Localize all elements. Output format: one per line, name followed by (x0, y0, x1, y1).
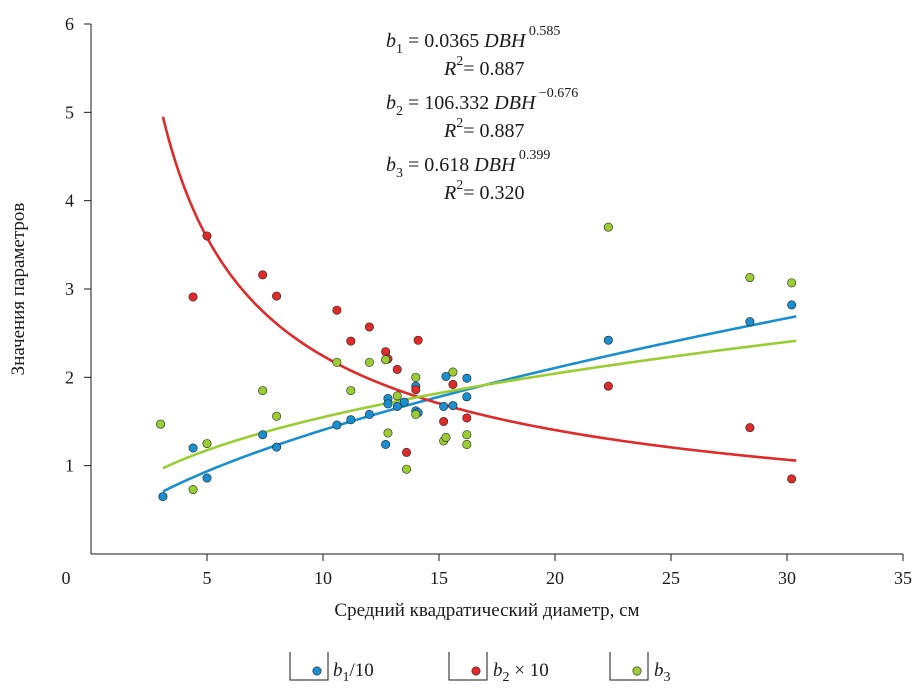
point-series-2 (402, 447, 412, 457)
point-series-2 (188, 292, 198, 302)
point-series-3 (745, 273, 755, 283)
axes: 0 5 10 15 20 25 30 35 1 2 3 4 5 6 (62, 14, 913, 588)
point-series-1 (787, 300, 797, 310)
x-tick-label: 15 (430, 568, 448, 588)
point-series-2 (603, 381, 613, 391)
legend-marker-3 (632, 666, 642, 676)
y-tick-label: 2 (65, 367, 74, 387)
point-series-1 (188, 443, 198, 453)
point-series-3 (402, 464, 412, 474)
point-series-3 (411, 409, 421, 419)
point-series-1 (462, 392, 472, 402)
point-series-1 (381, 439, 391, 449)
point-series-1 (332, 420, 342, 430)
point-series-1 (439, 401, 449, 411)
point-series-2 (411, 385, 421, 395)
point-series-2 (202, 231, 212, 241)
data-points (156, 222, 797, 502)
point-series-2 (364, 322, 374, 332)
point-series-1 (158, 492, 168, 502)
point-series-1 (364, 409, 374, 419)
point-series-3 (156, 419, 166, 429)
point-series-1 (258, 430, 268, 440)
point-series-2 (745, 423, 755, 433)
fit-curve-1 (162, 315, 797, 493)
r-squared-2: R2= 0.887 (443, 116, 525, 142)
point-series-1 (399, 397, 409, 407)
point-series-1 (441, 371, 451, 381)
equation-1: b1 = 0.0365 DBH 0.585 (386, 24, 560, 57)
legend-box-2 (448, 652, 488, 681)
point-series-3 (787, 278, 797, 288)
equation-2: b2 = 106.332 DBH −0.676 (386, 86, 578, 119)
point-series-2 (439, 416, 449, 426)
point-series-2 (462, 413, 472, 423)
point-series-3 (383, 428, 393, 438)
x-tick-label: 30 (778, 568, 796, 588)
point-series-3 (188, 485, 198, 495)
point-series-2 (448, 379, 458, 389)
legend-marker-1 (312, 666, 322, 676)
point-series-3 (272, 411, 282, 421)
fit-lines (161, 116, 797, 493)
legend-marker-2 (471, 666, 481, 676)
point-series-1 (603, 335, 613, 345)
point-series-2 (258, 270, 268, 280)
fit-curve-3 (162, 339, 797, 470)
point-series-2 (413, 335, 423, 345)
point-series-3 (381, 355, 391, 365)
x-tick-label: 5 (203, 568, 212, 588)
point-series-1 (346, 415, 356, 425)
point-series-3 (441, 432, 451, 442)
legend-box-3 (609, 652, 649, 681)
point-series-3 (448, 367, 458, 377)
point-series-3 (332, 357, 342, 367)
x-tick-label: 25 (662, 568, 680, 588)
point-series-2 (346, 336, 356, 346)
r-squared-1: R2= 0.887 (443, 54, 525, 80)
legend-label-1: b1/10 (333, 660, 374, 685)
y-axis-title: Значения параметров (8, 203, 29, 376)
x-axis-title: Средний квадратический диаметр, см (334, 600, 639, 621)
y-tick-label: 6 (65, 14, 74, 34)
x-tick-label: 20 (546, 568, 564, 588)
legend-box-1 (289, 652, 329, 681)
point-series-2 (392, 364, 402, 374)
point-series-2 (787, 474, 797, 484)
legend: b1/10 b2 × 10 b3 (289, 652, 671, 685)
point-series-3 (462, 430, 472, 440)
point-series-1 (392, 401, 402, 411)
point-series-3 (364, 357, 374, 367)
point-series-1 (448, 401, 458, 411)
r-squared-3: R2= 0.320 (443, 178, 525, 204)
legend-label-2: b2 × 10 (493, 660, 549, 685)
y-tick-label: 1 (65, 456, 74, 476)
y-tick-label: 5 (65, 102, 74, 122)
point-series-1 (272, 442, 282, 452)
point-series-2 (272, 291, 282, 301)
point-series-3 (603, 222, 613, 232)
point-series-1 (462, 373, 472, 383)
point-series-3 (462, 439, 472, 449)
point-series-1 (383, 399, 393, 409)
fit-curve-2 (161, 116, 797, 462)
point-series-3 (411, 372, 421, 382)
y-tick-label: 4 (65, 191, 74, 211)
x-tick-label: 0 (62, 568, 71, 588)
point-series-2 (332, 305, 342, 315)
y-tick-label: 3 (65, 279, 74, 299)
point-series-3 (202, 439, 212, 449)
legend-label-3: b3 (654, 660, 671, 685)
x-tick-label: 10 (314, 568, 332, 588)
point-series-3 (346, 386, 356, 396)
x-tick-label: 35 (894, 568, 912, 588)
point-series-1 (745, 317, 755, 327)
point-series-3 (392, 391, 402, 401)
equation-3: b3 = 0.618 DBH 0.399 (386, 148, 550, 181)
point-series-1 (202, 473, 212, 483)
point-series-3 (258, 386, 268, 396)
